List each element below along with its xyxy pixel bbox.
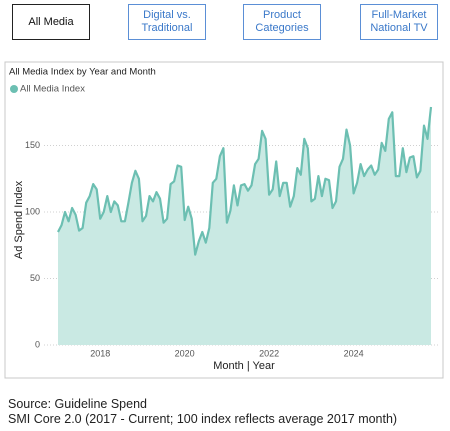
tab[interactable]: All Media — [12, 4, 90, 40]
x-axis-title: Month | Year — [213, 360, 275, 372]
y-tick-label: 100 — [25, 206, 40, 216]
legend-swatch — [10, 85, 18, 93]
area — [58, 107, 431, 345]
tab-label: Full-Market — [371, 9, 427, 21]
footer-source: Source: Guideline Spend — [8, 397, 147, 411]
y-tick-label: 50 — [30, 273, 40, 283]
legend-label: All Media Index — [20, 84, 85, 95]
tab-label: All Media — [28, 15, 74, 28]
tab-label: Categories — [255, 22, 309, 34]
x-tick-label: 2020 — [175, 348, 195, 358]
chart-panel — [4, 61, 444, 379]
x-tick-label: 2022 — [259, 348, 279, 358]
tab[interactable]: Digital vs. Traditional — [128, 4, 206, 40]
line — [57, 106, 433, 256]
chart-title: All Media Index by Year and Month — [9, 67, 156, 78]
x-tick-label: 2024 — [344, 348, 364, 358]
y-axis-title: Ad Spend Index — [13, 180, 25, 259]
tab-label: National TV — [370, 22, 428, 34]
footer-note: SMI Core 2.0 (2017 - Current; 100 index … — [8, 412, 398, 426]
tab-label: Digital vs. — [143, 9, 191, 21]
y-tick-label: 0 — [35, 339, 40, 349]
tab[interactable]: Product Categories — [243, 4, 321, 40]
y-tick-label: 150 — [25, 140, 40, 150]
tab[interactable]: Full-Market National TV — [360, 4, 438, 40]
tab-label: Product — [263, 9, 301, 21]
x-tick-label: 2018 — [90, 348, 110, 358]
tab-label: Traditional — [141, 22, 193, 34]
